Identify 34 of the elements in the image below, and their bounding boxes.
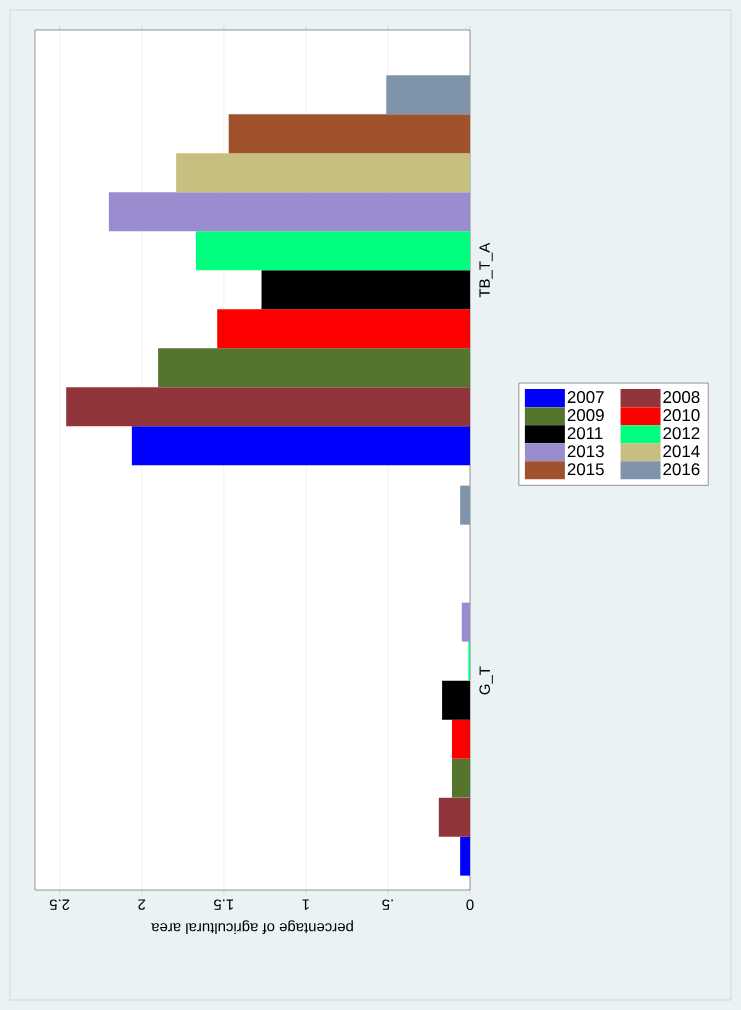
- x-tick-label: 1.5: [214, 899, 234, 910]
- x-tick-label: 2: [138, 899, 146, 910]
- x-tick-label: 1: [302, 899, 309, 910]
- x-tick-label: .5: [382, 899, 393, 910]
- legend-label: 2014: [663, 445, 700, 458]
- bar: [131, 426, 470, 466]
- legend-label: 2007: [567, 391, 604, 404]
- y-tick-label: TB_T_A: [479, 242, 493, 298]
- legend-label: 2009: [567, 409, 604, 422]
- bar: [451, 719, 470, 759]
- bar: [158, 348, 470, 388]
- bar: [108, 192, 470, 232]
- x-tick-label: 2.5: [49, 899, 70, 911]
- x-axis-title: percentage of agricultural area: [151, 920, 353, 935]
- y-tick-label: G_T: [479, 666, 493, 695]
- x-tick-label: 0: [466, 899, 474, 911]
- legend-label: 2010: [663, 409, 700, 422]
- legend-label: 2013: [567, 445, 604, 458]
- bar: [460, 485, 470, 525]
- bar: [176, 153, 470, 193]
- bar: [451, 758, 470, 798]
- bar: [461, 602, 470, 642]
- bar: [460, 836, 470, 876]
- legend-label: 2011: [567, 427, 603, 440]
- bar: [195, 231, 470, 271]
- bar: [228, 114, 470, 154]
- bar: [438, 797, 470, 837]
- legend-label: 2012: [663, 427, 700, 440]
- bar: [386, 75, 470, 115]
- legend-label: 2015: [567, 463, 604, 476]
- bar: [217, 309, 470, 349]
- legend-label: 2016: [663, 463, 700, 476]
- legend-label: 2008: [663, 391, 700, 404]
- bar: [66, 387, 470, 427]
